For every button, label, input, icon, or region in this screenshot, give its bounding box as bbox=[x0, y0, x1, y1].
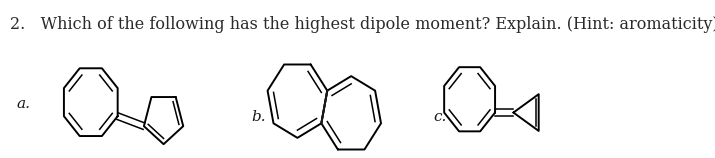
Text: c.: c. bbox=[433, 110, 446, 124]
Text: b.: b. bbox=[252, 110, 266, 124]
Text: 2.   Which of the following has the highest dipole moment? Explain. (Hint: aroma: 2. Which of the following has the highes… bbox=[11, 16, 715, 33]
Text: a.: a. bbox=[16, 97, 31, 111]
